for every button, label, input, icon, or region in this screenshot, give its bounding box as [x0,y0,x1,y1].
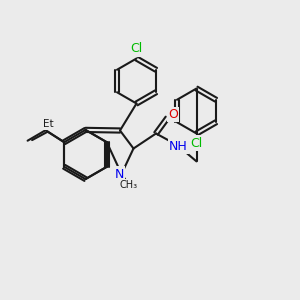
Text: NH: NH [169,140,188,153]
Text: N: N [114,167,124,181]
Text: Cl: Cl [190,136,202,150]
Text: CH₃: CH₃ [119,180,137,190]
Text: Cl: Cl [130,42,142,56]
Text: O: O [168,108,178,121]
Text: Et: Et [43,119,54,129]
